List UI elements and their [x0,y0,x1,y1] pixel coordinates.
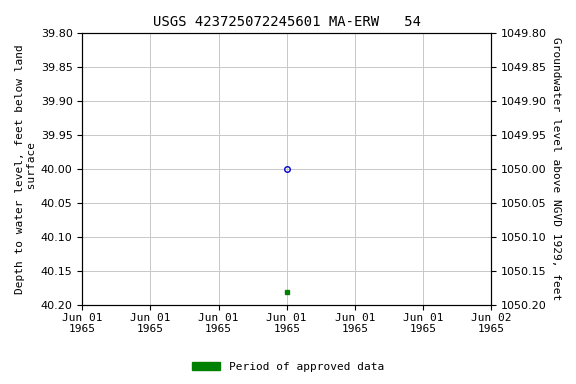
Y-axis label: Groundwater level above NGVD 1929, feet: Groundwater level above NGVD 1929, feet [551,38,561,301]
Y-axis label: Depth to water level, feet below land
 surface: Depth to water level, feet below land su… [15,44,37,294]
Title: USGS 423725072245601 MA-ERW   54: USGS 423725072245601 MA-ERW 54 [153,15,420,29]
Legend: Period of approved data: Period of approved data [188,358,388,377]
